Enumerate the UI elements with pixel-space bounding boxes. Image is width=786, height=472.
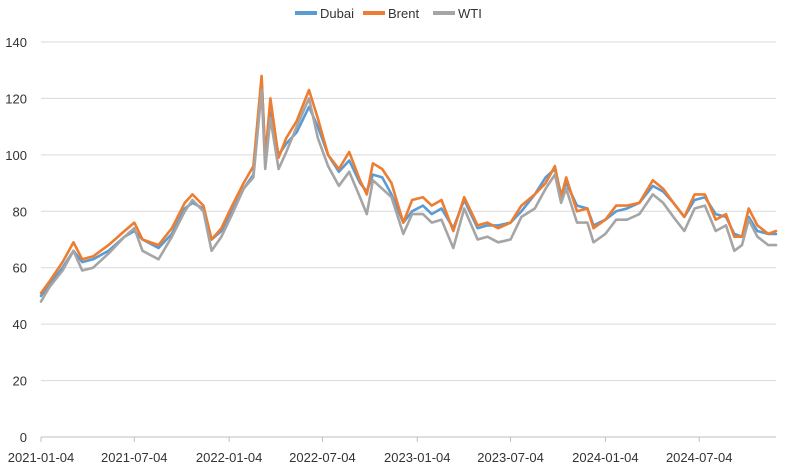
x-tick-label: 2024-01-04	[572, 450, 639, 465]
series-line-wti	[39, 88, 778, 303]
series-lines	[39, 74, 778, 303]
x-tick-label: 2022-01-04	[196, 450, 263, 465]
legend-label: WTI	[458, 6, 482, 21]
y-tick-label: 100	[5, 148, 27, 163]
y-tick-label: 0	[20, 430, 27, 445]
x-tick-label: 2024-07-04	[666, 450, 733, 465]
legend-item-dubai: Dubai	[295, 6, 354, 21]
x-tick-label: 2023-07-04	[477, 450, 544, 465]
legend: Dubai Brent WTI	[295, 6, 482, 21]
series-line-dubai	[39, 77, 778, 298]
legend-label: Dubai	[320, 6, 354, 21]
y-tick-label: 80	[13, 204, 27, 219]
x-axis	[40, 436, 776, 442]
series-line-brent	[39, 74, 778, 295]
y-tick-label: 40	[13, 317, 27, 332]
y-tick-label: 120	[5, 91, 27, 106]
y-tick-label: 140	[5, 35, 27, 50]
x-tick-label: 2022-07-04	[289, 450, 356, 465]
y-tick-label: 60	[13, 261, 27, 276]
y-axis-labels: 0 20 40 60 80 100 120 140	[5, 35, 27, 445]
gridlines	[41, 41, 776, 382]
x-tick-label: 2021-01-04	[8, 450, 75, 465]
legend-item-brent: Brent	[363, 6, 419, 21]
x-tick-label: 2021-07-04	[101, 450, 168, 465]
x-axis-labels: 2021-01-04 2021-07-04 2022-01-04 2022-07-04…	[8, 450, 733, 465]
x-tick-label: 2023-01-04	[384, 450, 451, 465]
legend-label: Brent	[388, 6, 419, 21]
legend-item-wti: WTI	[433, 6, 482, 21]
y-tick-label: 20	[13, 374, 27, 389]
